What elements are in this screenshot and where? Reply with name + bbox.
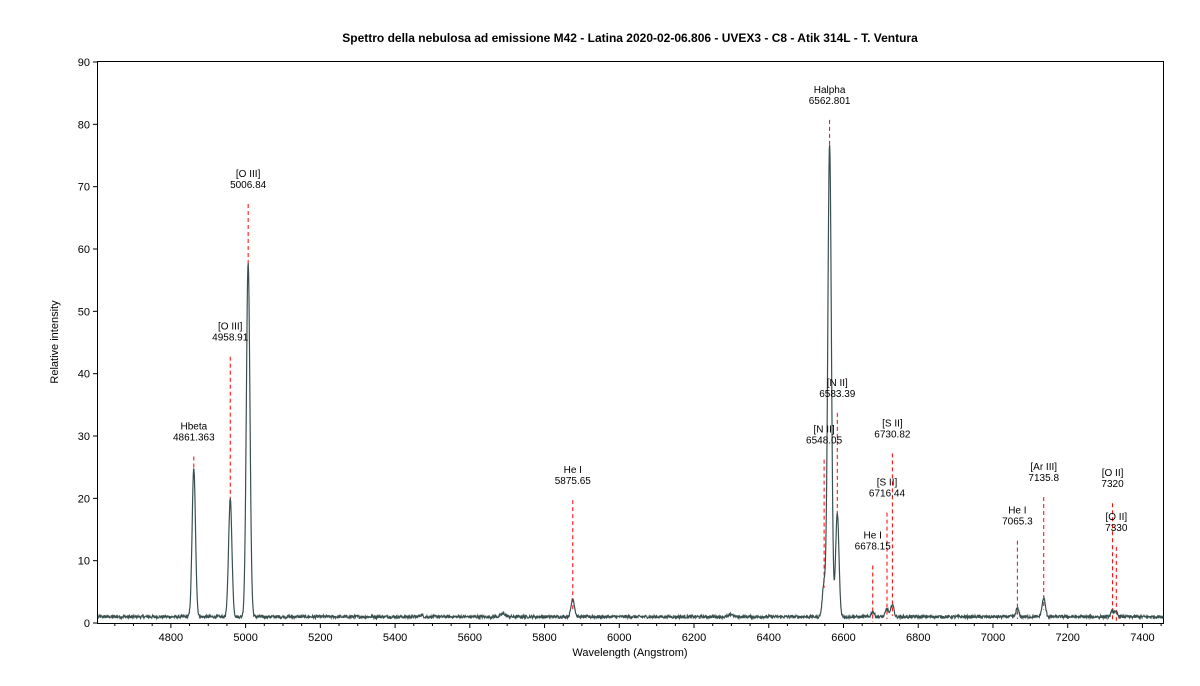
x-tick-label: 7000 bbox=[981, 632, 1005, 644]
line-label-wavelength: 6562.801 bbox=[809, 96, 851, 107]
line-label-wavelength: 5006.84 bbox=[230, 180, 267, 191]
x-tick-label: 7200 bbox=[1055, 632, 1079, 644]
line-label-wavelength: 5875.65 bbox=[555, 476, 592, 487]
y-tick-label: 60 bbox=[78, 244, 90, 256]
chart-title: Spettro della nebulosa ad emissione M42 … bbox=[342, 31, 918, 45]
x-tick-label: 6200 bbox=[682, 632, 706, 644]
line-label-name: Hbeta bbox=[180, 421, 207, 432]
x-tick-label: 6000 bbox=[607, 632, 631, 644]
x-tick-label: 5200 bbox=[308, 632, 332, 644]
x-tick-label: 4800 bbox=[159, 632, 183, 644]
line-label-name: [O II] bbox=[1105, 512, 1127, 523]
line-label-wavelength: 4861.363 bbox=[173, 432, 215, 443]
y-tick-label: 50 bbox=[78, 306, 90, 318]
y-axis-title: Relative intensity bbox=[49, 300, 61, 384]
x-axis-title: Wavelength (Angstrom) bbox=[572, 647, 687, 659]
y-tick-label: 30 bbox=[78, 431, 90, 443]
line-markers bbox=[193, 119, 1117, 623]
y-tick-label: 70 bbox=[78, 182, 90, 194]
line-label-wavelength: 4958.91 bbox=[212, 333, 249, 344]
y-tick-label: 90 bbox=[78, 57, 90, 69]
y-tick-label: 20 bbox=[78, 493, 90, 505]
x-axis: 4800 5000 5200 5400 5600 5800 6000 6200 6400 6600… bbox=[114, 623, 1162, 644]
plot-frame bbox=[97, 61, 1164, 624]
x-tick-label: 5000 bbox=[233, 632, 257, 644]
line-label-name: He I bbox=[864, 531, 882, 542]
line-label-wavelength: 6583.39 bbox=[819, 389, 856, 400]
line-label-wavelength: 7320 bbox=[1101, 479, 1124, 490]
x-tick-label: 6600 bbox=[831, 632, 855, 644]
line-label-wavelength: 6730.82 bbox=[874, 429, 911, 440]
x-tick-label: 7400 bbox=[1130, 632, 1154, 644]
x-tick-label: 6800 bbox=[906, 632, 930, 644]
line-label-name: [N II] bbox=[814, 425, 835, 436]
line-label-name: [Ar III] bbox=[1030, 462, 1057, 473]
line-label-name: [N II] bbox=[827, 378, 848, 389]
y-tick-label: 10 bbox=[78, 556, 90, 568]
y-tick-label: 0 bbox=[84, 618, 90, 630]
y-tick-label: 80 bbox=[78, 119, 90, 131]
line-label-name: [O III] bbox=[218, 322, 243, 333]
spectrum-line bbox=[97, 145, 1164, 621]
line-label-wavelength: 7065.3 bbox=[1002, 517, 1033, 528]
x-tick-label: 5600 bbox=[458, 632, 482, 644]
line-label-wavelength: 6716.44 bbox=[869, 489, 906, 500]
line-label-wavelength: 6678.15 bbox=[855, 542, 892, 553]
line-label-wavelength: 7330 bbox=[1105, 523, 1128, 534]
line-label-name: Halpha bbox=[814, 85, 846, 96]
y-tick-label: 40 bbox=[78, 369, 90, 381]
line-label-name: [S II] bbox=[877, 478, 898, 489]
line-label-name: [O III] bbox=[236, 169, 261, 180]
line-label-name: [S II] bbox=[882, 418, 903, 429]
x-tick-label: 6400 bbox=[757, 632, 781, 644]
line-label-name: [O II] bbox=[1102, 468, 1124, 479]
line-label-name: He I bbox=[564, 465, 582, 476]
x-tick-label: 5800 bbox=[532, 632, 556, 644]
y-axis: 0 10 20 30 40 50 60 70 80 90 bbox=[78, 57, 98, 630]
line-label-name: He I bbox=[1008, 506, 1026, 517]
line-label-wavelength: 7135.8 bbox=[1028, 473, 1059, 484]
x-tick-label: 5400 bbox=[383, 632, 407, 644]
line-label-wavelength: 6548.05 bbox=[806, 436, 843, 447]
